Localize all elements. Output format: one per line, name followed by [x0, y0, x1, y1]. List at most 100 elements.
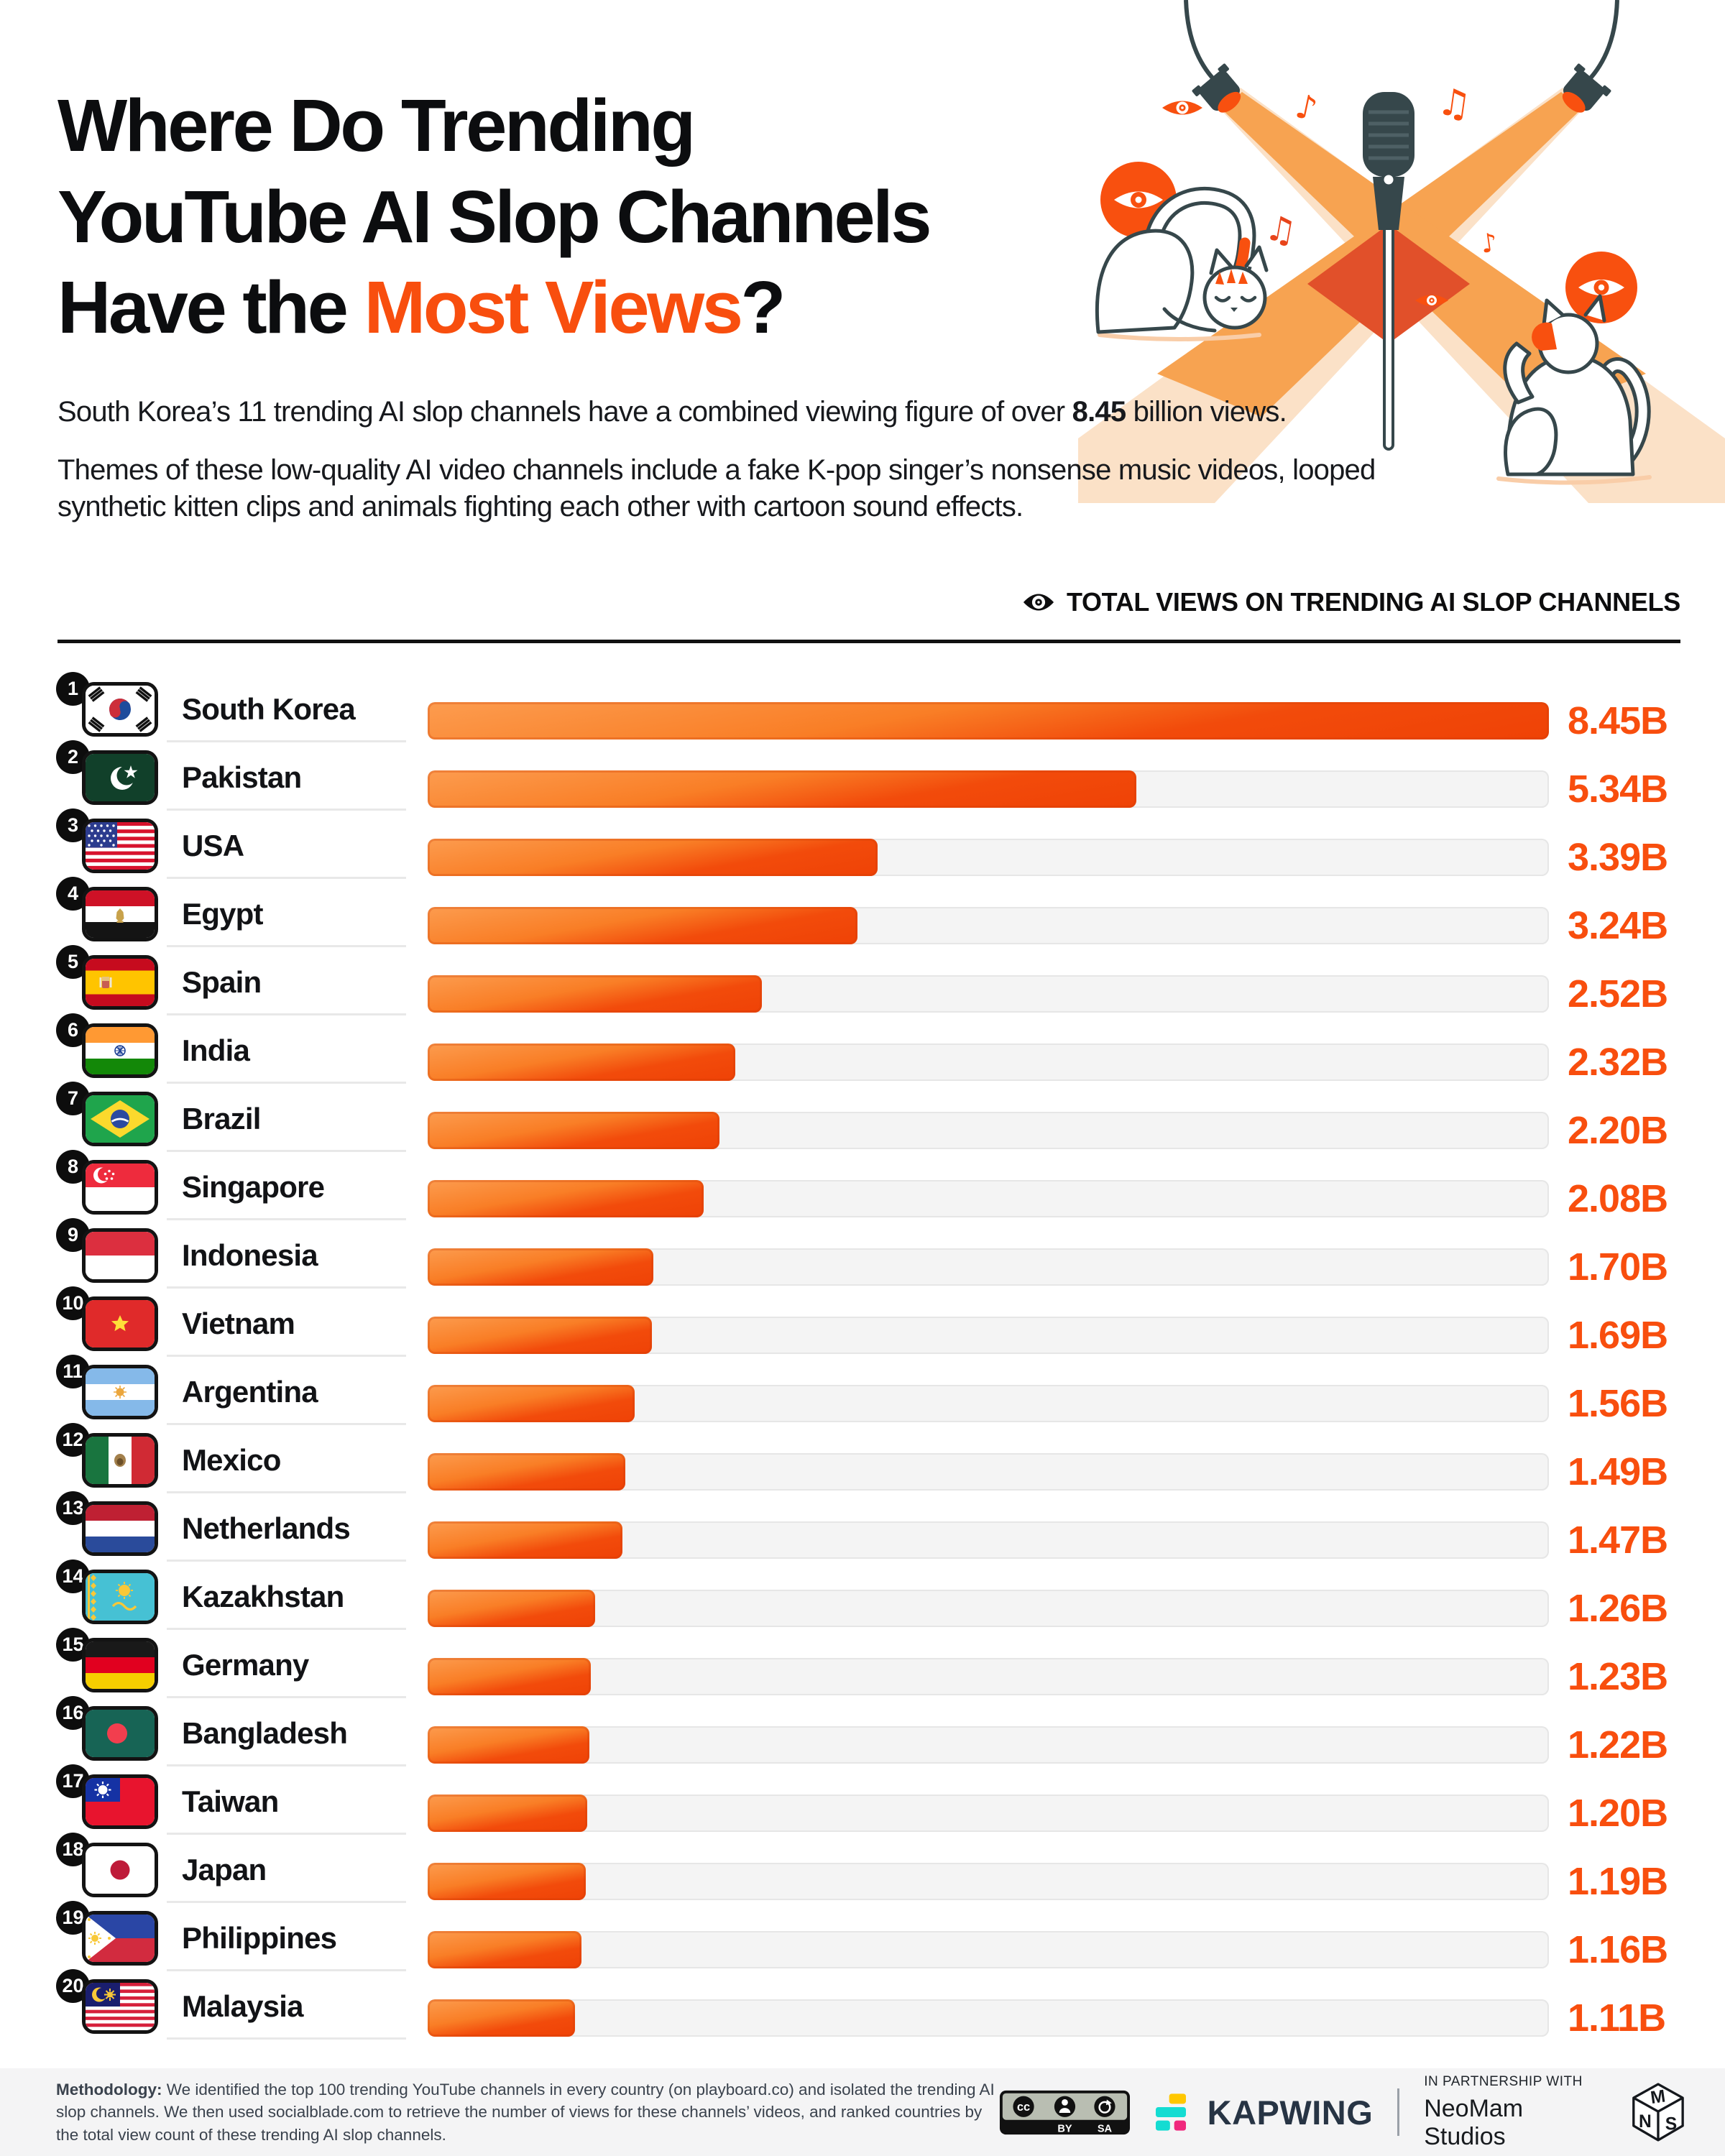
flag-malaysia-icon: [82, 1979, 158, 2035]
bar-track: [428, 1795, 1549, 1833]
flag-philippines-icon: [82, 1911, 158, 1966]
eye-outline-icon-top: [1162, 101, 1202, 115]
bar-fill: [428, 975, 763, 1013]
bar-fill: [428, 1931, 582, 1969]
divider-rule: [58, 639, 1680, 643]
bar-track: [428, 839, 1549, 877]
country-cell: 19 Philippines: [56, 1901, 428, 1972]
table-row: 4 Egypt 3.24B: [56, 877, 1682, 960]
table-row: 14 Kazakhstan 1.26B: [56, 1560, 1682, 1643]
flag-pakistan-icon: [82, 750, 158, 806]
footer: Methodology: We identified the top 100 t…: [0, 2068, 1725, 2156]
flag-mexico-icon: [82, 1433, 158, 1488]
value-label: 8.45B: [1568, 699, 1668, 743]
cat-right: [1496, 294, 1652, 485]
row-underline: [167, 1150, 406, 1153]
value-label: 2.08B: [1568, 1177, 1668, 1221]
table-row: 20 Malaysia 1.11B: [56, 1969, 1682, 2053]
bar-track: [428, 1726, 1549, 1764]
table-row: 8 Singapore 2.08B: [56, 1150, 1682, 1233]
value-label: 1.23B: [1568, 1655, 1668, 1699]
table-row: 11 Argentina 1.56B: [56, 1355, 1682, 1438]
table-row: 18 Japan 1.19B: [56, 1833, 1682, 1916]
country-label: Egypt: [182, 897, 263, 931]
flag-taiwan-icon: [82, 1774, 158, 1830]
svg-text:M: M: [1650, 2086, 1667, 2108]
spotlight-lamp-left-icon: [1192, 63, 1241, 113]
table-row: 15 Germany 1.23B: [56, 1628, 1682, 1711]
row-underline: [167, 1969, 406, 1972]
country-label: Singapore: [182, 1170, 325, 1204]
bar-track: [428, 975, 1549, 1013]
country-label: Spain: [182, 965, 262, 1000]
flag-indonesia-icon: [82, 1228, 158, 1284]
country-cell: 9 Indonesia: [56, 1218, 428, 1289]
country-label: Malaysia: [182, 1989, 304, 2024]
row-underline: [167, 2037, 406, 2040]
title-highlight: Most Views: [364, 266, 743, 349]
value-label: 1.26B: [1568, 1587, 1668, 1631]
table-row: 1 South Korea 8.45B: [56, 672, 1682, 755]
table-row: 17 Taiwan 1.20B: [56, 1764, 1682, 1848]
bar-fill: [428, 907, 858, 945]
value-label: 1.70B: [1568, 1245, 1668, 1289]
flag-usa-icon: [82, 819, 158, 874]
country-cell: 2 Pakistan: [56, 740, 428, 811]
country-label: Pakistan: [182, 760, 302, 795]
table-row: 12 Mexico 1.49B: [56, 1423, 1682, 1506]
row-underline: [167, 1286, 406, 1289]
value-label: 2.32B: [1568, 1041, 1668, 1084]
eye-icon: [1023, 594, 1054, 611]
country-cell: 3 USA: [56, 808, 428, 880]
bar-fill: [428, 1385, 635, 1423]
table-row: 19 Philippines 1.16B: [56, 1901, 1682, 1984]
flag-netherlands-icon: [82, 1501, 158, 1557]
flag-spain-icon: [82, 955, 158, 1010]
svg-text:♪: ♪: [1479, 228, 1499, 259]
bar-track: [428, 1999, 1549, 2037]
partnership-label: IN PARTNERSHIP WITH: [1424, 2073, 1583, 2089]
flag-bangladesh-icon: [82, 1706, 158, 1761]
bar-fill: [428, 770, 1136, 808]
bar-fill: [428, 1590, 595, 1628]
row-underline: [167, 1423, 406, 1426]
country-cell: 4 Egypt: [56, 877, 428, 948]
footer-divider: [1397, 2088, 1400, 2136]
row-underline: [167, 1218, 406, 1221]
value-label: 3.39B: [1568, 836, 1668, 880]
svg-text:♫: ♫: [1262, 208, 1300, 253]
bar-fill: [428, 1112, 720, 1150]
bar-track: [428, 907, 1549, 945]
bar-fill: [428, 839, 878, 877]
flag-argentina-icon: [82, 1365, 158, 1420]
bar-track: [428, 1521, 1549, 1560]
bar-fill: [428, 1180, 704, 1218]
flag-japan-icon: [82, 1843, 158, 1898]
kapwing-logo-icon: [1155, 2093, 1186, 2131]
row-underline: [167, 1696, 406, 1699]
value-label: 2.20B: [1568, 1109, 1668, 1153]
svg-text:SA: SA: [1097, 2123, 1112, 2134]
bar-fill: [428, 1863, 586, 1901]
bar-track: [428, 1385, 1549, 1423]
flag-brazil-icon: [82, 1092, 158, 1147]
country-cell: 6 India: [56, 1013, 428, 1084]
table-row: 7 Brazil 2.20B: [56, 1082, 1682, 1165]
table-row: 16 Bangladesh 1.22B: [56, 1696, 1682, 1779]
country-label: Brazil: [182, 1102, 261, 1136]
country-label: Vietnam: [182, 1307, 295, 1341]
svg-text:N: N: [1639, 2112, 1652, 2132]
country-label: South Korea: [182, 692, 356, 727]
row-underline: [167, 1901, 406, 1904]
row-underline: [167, 1560, 406, 1562]
country-cell: 8 Singapore: [56, 1150, 428, 1221]
country-label: Japan: [182, 1853, 267, 1887]
methodology-note: Methodology: We identified the top 100 t…: [56, 2081, 995, 2144]
value-label: 1.47B: [1568, 1519, 1668, 1562]
value-label: 1.22B: [1568, 1723, 1668, 1767]
value-label: 1.69B: [1568, 1314, 1668, 1358]
chart-heading: TOTAL VIEWS ON TRENDING AI SLOP CHANNELS: [58, 586, 1680, 618]
table-row: 13 Netherlands 1.47B: [56, 1491, 1682, 1575]
bar-fill: [428, 1521, 623, 1560]
cat-left: [1095, 186, 1269, 341]
